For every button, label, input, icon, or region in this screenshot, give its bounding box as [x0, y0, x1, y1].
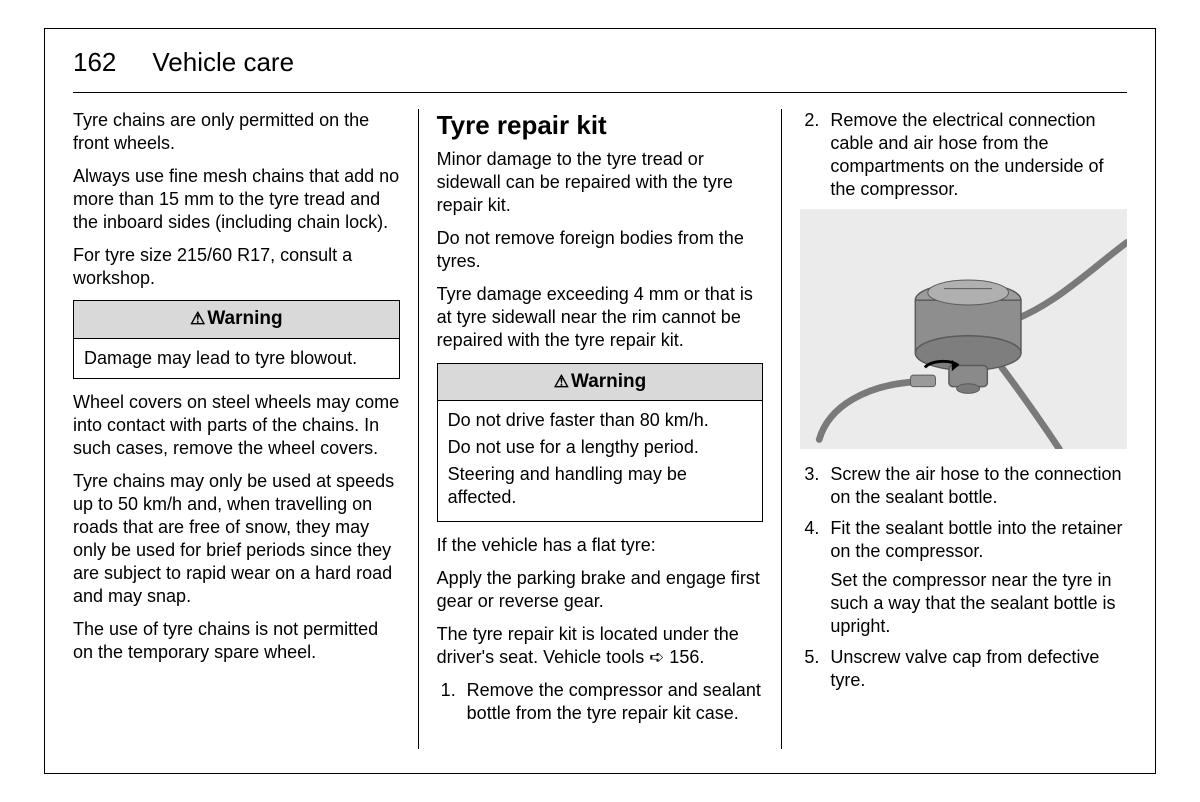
- procedure-steps-continued: Remove the electrical connection cable a…: [800, 109, 1127, 201]
- para: If the vehicle has a flat tyre:: [437, 534, 764, 557]
- para: Do not remove foreign bodies from the ty…: [437, 227, 764, 273]
- procedure-steps: Remove the compressor and sealant bottle…: [437, 679, 764, 725]
- cross-reference: ➪ 156: [649, 647, 699, 667]
- para: Tyre chains may only be used at speeds u…: [73, 470, 400, 608]
- compressor-illustration: [800, 209, 1127, 449]
- subsection-heading: Tyre repair kit: [437, 109, 764, 142]
- warning-triangle-icon: ⚠: [190, 308, 205, 330]
- warning-box: ⚠Warning Damage may lead to tyre blowout…: [73, 300, 400, 378]
- procedure-steps-continued-2: Screw the air hose to the connection on …: [800, 463, 1127, 692]
- step-text: Fit the sealant bottle into the retainer…: [830, 518, 1122, 561]
- warning-text: Damage may lead to tyre blowout.: [84, 348, 357, 368]
- step-item: Unscrew valve cap from defective tyre.: [800, 646, 1127, 692]
- warning-title: Warning: [207, 308, 282, 329]
- warning-triangle-icon: ⚠: [554, 371, 569, 393]
- column-1: Tyre chains are only permitted on the fr…: [73, 109, 410, 749]
- para: Minor damage to the tyre tread or sidewa…: [437, 148, 764, 217]
- warning-line: Steering and handling may be affected.: [448, 463, 753, 509]
- column-divider: [781, 109, 782, 749]
- warning-header: ⚠Warning: [438, 364, 763, 401]
- para: Always use fine mesh chains that add no …: [73, 165, 400, 234]
- para-text: .: [699, 647, 704, 667]
- para: Apply the parking brake and engage first…: [437, 567, 764, 613]
- step-item: Screw the air hose to the connection on …: [800, 463, 1127, 509]
- content-columns: Tyre chains are only permitted on the fr…: [73, 109, 1127, 749]
- column-3: Remove the electrical connection cable a…: [790, 109, 1127, 749]
- step-item: Fit the sealant bottle into the retainer…: [800, 517, 1127, 638]
- step-subtext: Set the compressor near the tyre in such…: [830, 569, 1127, 638]
- warning-header: ⚠Warning: [74, 301, 399, 338]
- step-item: Remove the electrical connection cable a…: [800, 109, 1127, 201]
- warning-body: Do not drive faster than 80 km/h. Do not…: [438, 401, 763, 521]
- step-item: Remove the compressor and sealant bottle…: [437, 679, 764, 725]
- page-frame: 162 Vehicle care Tyre chains are only pe…: [44, 28, 1156, 774]
- section-title: Vehicle care: [152, 47, 294, 78]
- warning-title: Warning: [571, 371, 646, 392]
- warning-line: Do not use for a lengthy period.: [448, 436, 753, 459]
- para: Tyre damage exceeding 4 mm or that is at…: [437, 283, 764, 352]
- compressor-svg: [800, 209, 1127, 449]
- para: Wheel covers on steel wheels may come in…: [73, 391, 400, 460]
- para: For tyre size 215/60 R17, consult a work…: [73, 244, 400, 290]
- para: Tyre chains are only permitted on the fr…: [73, 109, 400, 155]
- step-text: Unscrew valve cap from defective tyre.: [830, 647, 1099, 690]
- column-2: Tyre repair kit Minor damage to the tyre…: [427, 109, 774, 749]
- step-text: Screw the air hose to the connection on …: [830, 464, 1121, 507]
- column-divider: [418, 109, 419, 749]
- step-text: Remove the electrical connection cable a…: [830, 110, 1103, 199]
- para: The use of tyre chains is not permitted …: [73, 618, 400, 664]
- warning-box: ⚠Warning Do not drive faster than 80 km/…: [437, 363, 764, 522]
- page-number: 162: [73, 47, 116, 78]
- warning-body: Damage may lead to tyre blowout.: [74, 339, 399, 378]
- warning-line: Do not drive faster than 80 km/h.: [448, 409, 753, 432]
- para: The tyre repair kit is located under the…: [437, 623, 764, 669]
- step-text: Remove the compressor and sealant bottle…: [467, 680, 761, 723]
- page-header: 162 Vehicle care: [73, 47, 1127, 93]
